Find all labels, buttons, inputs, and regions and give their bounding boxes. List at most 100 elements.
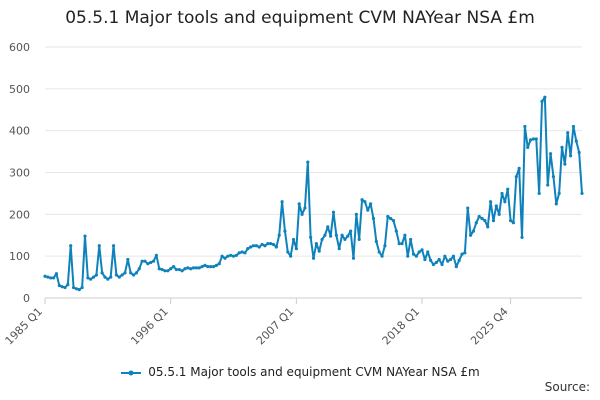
data-point[interactable] [214,263,218,267]
data-point[interactable] [471,229,476,233]
data-point[interactable] [223,256,227,260]
data-point[interactable] [546,183,550,187]
data-point[interactable] [514,175,518,179]
data-point[interactable] [260,242,264,247]
data-point[interactable] [460,252,464,256]
data-point[interactable] [349,229,353,233]
data-point[interactable] [369,202,373,206]
data-point[interactable] [246,247,250,251]
data-point[interactable] [386,214,390,219]
data-point[interactable] [174,267,178,272]
data-point[interactable] [317,249,321,253]
data-point[interactable] [563,162,567,166]
data-point[interactable] [363,200,367,204]
data-point[interactable] [154,253,158,257]
data-point[interactable] [189,267,193,271]
data-point[interactable] [140,259,144,263]
data-point[interactable] [114,273,119,277]
data-point[interactable] [123,271,127,275]
data-point[interactable] [531,137,536,141]
data-point[interactable] [480,216,484,221]
data-point[interactable] [543,95,547,99]
data-point[interactable] [354,212,358,216]
data-point[interactable] [177,267,181,272]
data-point[interactable] [91,275,96,279]
data-point[interactable] [203,263,207,267]
data-point[interactable] [314,242,318,246]
data-point[interactable] [146,262,150,266]
data-point[interactable] [289,254,293,258]
data-point[interactable] [537,191,541,196]
data-point[interactable] [380,254,384,258]
data-point[interactable] [129,271,133,275]
data-point[interactable] [446,259,450,263]
data-point[interactable] [89,277,93,281]
data-point[interactable] [497,212,501,216]
data-point[interactable] [406,254,410,258]
data-point[interactable] [160,267,164,272]
data-point[interactable] [551,175,556,179]
data-point[interactable] [334,233,338,237]
data-point[interactable] [249,245,253,249]
data-point[interactable] [137,267,141,271]
data-point[interactable] [306,160,310,164]
data-point[interactable] [194,266,198,270]
data-point[interactable] [60,285,64,289]
data-point[interactable] [343,237,347,242]
data-point[interactable] [577,150,581,155]
data-point[interactable] [346,234,350,238]
data-point[interactable] [269,242,273,246]
data-point[interactable] [477,214,481,219]
data-point[interactable] [560,145,564,149]
data-point[interactable] [266,242,270,246]
data-point[interactable] [274,245,278,249]
data-point[interactable] [257,245,261,249]
data-point[interactable] [231,254,236,258]
data-point[interactable] [54,272,59,276]
data-point[interactable] [323,233,327,237]
data-point[interactable] [374,239,378,244]
data-point[interactable] [508,219,513,223]
data-point[interactable] [389,216,393,221]
data-point[interactable] [229,253,233,257]
data-point[interactable] [580,191,584,196]
data-point[interactable] [463,251,467,255]
data-point[interactable] [77,288,81,292]
data-point[interactable] [263,244,267,248]
data-point[interactable] [111,244,116,248]
data-point[interactable] [409,237,413,242]
data-point[interactable] [166,269,170,273]
data-point[interactable] [403,233,407,237]
data-point[interactable] [360,198,364,202]
data-point[interactable] [149,260,153,265]
data-point[interactable] [443,254,447,258]
data-point[interactable] [548,152,553,156]
data-point[interactable] [291,237,296,242]
data-point[interactable] [243,251,247,255]
data-point[interactable] [226,254,230,258]
data-point[interactable] [297,202,301,206]
data-point[interactable] [171,265,176,269]
data-point[interactable] [520,235,524,239]
data-point[interactable] [254,244,258,248]
data-point[interactable] [326,225,330,229]
data-point[interactable] [109,275,113,279]
data-point[interactable] [180,269,184,273]
data-point[interactable] [466,206,470,210]
data-point[interactable] [483,219,487,223]
data-point[interactable] [234,253,238,257]
data-point[interactable] [426,250,430,254]
data-point[interactable] [120,273,124,277]
data-point[interactable] [540,99,544,103]
data-point[interactable] [134,271,139,275]
data-point[interactable] [494,204,498,208]
data-point[interactable] [283,229,287,233]
data-point[interactable] [511,221,516,225]
data-point[interactable] [440,262,444,267]
data-point[interactable] [500,191,504,196]
data-point[interactable] [217,262,221,266]
data-point[interactable] [69,244,73,248]
data-point[interactable] [503,200,507,204]
data-point[interactable] [294,247,298,251]
data-point[interactable] [528,138,533,142]
